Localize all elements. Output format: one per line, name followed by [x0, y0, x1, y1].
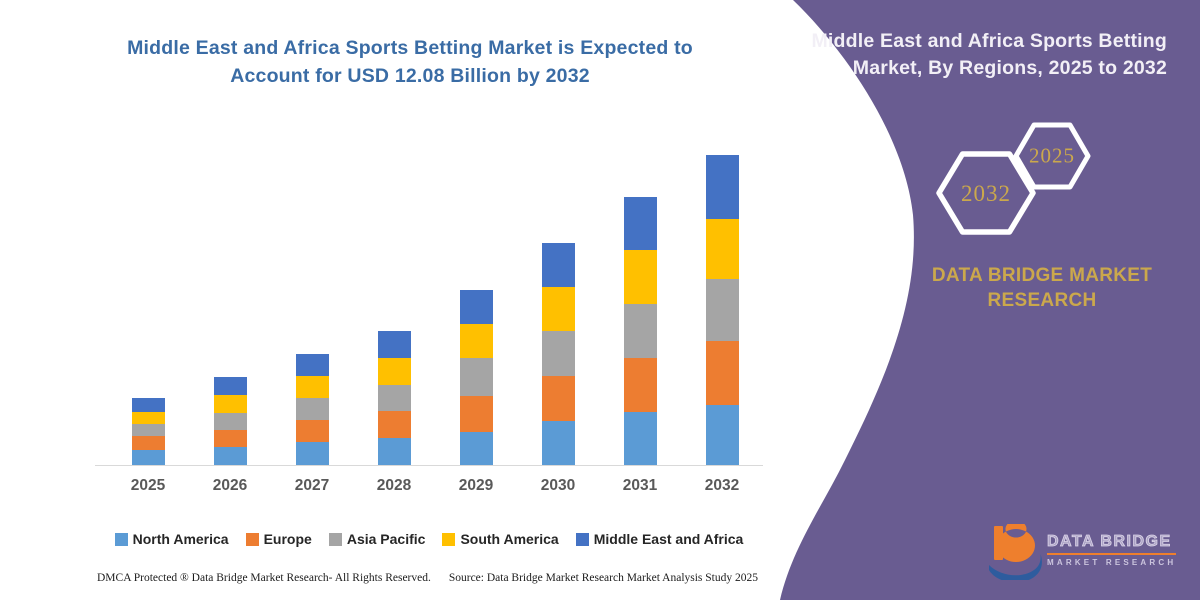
- x-tick-2031: 2031: [622, 477, 658, 494]
- bar-segment-middle-east-and-africa-2032: [705, 155, 739, 220]
- legend-label-middle-east-and-africa: Middle East and Africa: [593, 531, 744, 547]
- x-tick-2032: 2032: [704, 477, 740, 494]
- legend-swatch-middle-east-and-africa: [575, 532, 589, 546]
- bar-segment-europe-2026: [213, 429, 247, 447]
- bar-segment-south-america-2026: [213, 395, 247, 413]
- bar-segment-asia-pacific-2029: [459, 358, 493, 397]
- x-tick-2030: 2030: [540, 477, 576, 494]
- bar-segment-north-america-2028: [377, 438, 411, 465]
- bar-segment-south-america-2027: [295, 375, 329, 399]
- bar-segment-middle-east-and-africa-2029: [459, 289, 493, 324]
- dmca-note: DMCA Protected ® Data Bridge Market Rese…: [97, 572, 431, 584]
- bar-segment-middle-east-and-africa-2030: [541, 243, 575, 288]
- bar-segment-north-america-2025: [131, 450, 165, 465]
- x-tick-2027: 2027: [294, 477, 330, 494]
- legend-swatch-north-america: [114, 532, 128, 546]
- bar-segment-south-america-2025: [131, 411, 165, 424]
- legend-label-europe: Europe: [263, 531, 312, 547]
- legend-item-south-america: South America: [442, 531, 559, 547]
- bar-2031: [623, 197, 657, 465]
- brand-line1: DATA BRIDGE MARKET: [931, 265, 1153, 286]
- bar-segment-middle-east-and-africa-2025: [131, 397, 165, 412]
- bar-segment-south-america-2031: [623, 250, 657, 304]
- logo-subtitle: MARKET RESEARCH: [1047, 558, 1177, 567]
- logo-name: DATA BRIDGE: [1047, 533, 1172, 551]
- legend-label-asia-pacific: Asia Pacific: [346, 531, 426, 547]
- source-note: Source: Data Bridge Market Research Mark…: [448, 572, 758, 584]
- bar-segment-asia-pacific-2025: [131, 423, 165, 437]
- x-tick-2028: 2028: [376, 477, 412, 494]
- logo-underline: [1047, 553, 1177, 555]
- bar-segment-europe-2030: [541, 376, 575, 421]
- bar-segment-asia-pacific-2028: [377, 384, 411, 412]
- purple-panel-shape: [780, 0, 1200, 600]
- legend-label-south-america: South America: [460, 531, 559, 547]
- bar-chart: [95, 140, 763, 466]
- hexagon-year-2025: 2025: [1029, 143, 1075, 168]
- legend-swatch-asia-pacific: [328, 532, 342, 546]
- bar-segment-asia-pacific-2026: [213, 412, 247, 430]
- x-tick-2025: 2025: [130, 477, 166, 494]
- legend-swatch-south-america: [442, 532, 456, 546]
- chart-title: Middle East and Africa Sports Betting Ma…: [60, 34, 760, 90]
- bar-segment-europe-2025: [131, 436, 165, 451]
- bar-segment-europe-2028: [377, 411, 411, 439]
- legend-item-europe: Europe: [245, 531, 312, 547]
- bar-segment-europe-2029: [459, 396, 493, 432]
- bar-segment-north-america-2030: [541, 420, 575, 465]
- legend-item-north-america: North America: [114, 531, 229, 547]
- bar-segment-europe-2031: [623, 357, 657, 412]
- brand-line2: RESEARCH: [987, 290, 1097, 311]
- legend-item-asia-pacific: Asia Pacific: [328, 531, 426, 547]
- bar-segment-asia-pacific-2027: [295, 398, 329, 421]
- x-tick-2026: 2026: [212, 477, 248, 494]
- x-tick-2029: 2029: [458, 477, 494, 494]
- bar-segment-north-america-2031: [623, 411, 657, 465]
- legend-item-middle-east-and-africa: Middle East and Africa: [575, 531, 744, 547]
- hexagon-year-2032: 2032: [961, 181, 1011, 206]
- purple-panel: [780, 0, 1200, 600]
- chart-legend: North America Europe Asia Pacific South Ame…: [95, 531, 763, 547]
- bar-2029: [459, 289, 493, 465]
- bar-2032: [705, 155, 739, 465]
- hexagon-2025-icon: [1013, 122, 1091, 190]
- chart-footer: DMCA Protected ® Data Bridge Market Rese…: [97, 572, 758, 584]
- panel-title-line1: Middle East and Africa Sports Betting: [811, 30, 1167, 52]
- chart-title-line1: Middle East and Africa Sports Betting Ma…: [127, 37, 693, 59]
- x-axis-labels: 2025 2026 2027 2028 2029 2030 2031 2032: [95, 477, 763, 499]
- bar-segment-north-america-2027: [295, 442, 329, 465]
- databridge-logo: DATA BRIDGE MARKET RESEARCH: [988, 524, 1177, 580]
- bar-2026: [213, 377, 247, 465]
- bar-segment-middle-east-and-africa-2028: [377, 331, 411, 358]
- bar-2025: [131, 397, 165, 465]
- bar-segment-north-america-2032: [705, 405, 739, 465]
- panel-title: Middle East and Africa Sports Betting Mar…: [767, 28, 1167, 82]
- legend-label-north-america: North America: [132, 531, 229, 547]
- bar-segment-south-america-2029: [459, 323, 493, 359]
- chart-title-line2: Account for USD 12.08 Billion by 2032: [230, 65, 590, 87]
- bar-segment-europe-2032: [705, 341, 739, 405]
- brand-wordmark: DATA BRIDGE MARKET RESEARCH: [892, 263, 1192, 313]
- bar-segment-asia-pacific-2031: [623, 303, 657, 358]
- bar-2027: [295, 353, 329, 465]
- bar-segment-middle-east-and-africa-2027: [295, 353, 329, 376]
- bar-segment-europe-2027: [295, 420, 329, 443]
- bar-segment-south-america-2032: [705, 219, 739, 280]
- bar-segment-middle-east-and-africa-2031: [623, 197, 657, 251]
- bar-segment-middle-east-and-africa-2026: [213, 377, 247, 396]
- bar-segment-south-america-2028: [377, 357, 411, 385]
- logo-text: DATA BRIDGE MARKET RESEARCH: [1047, 524, 1177, 580]
- legend-swatch-europe: [245, 532, 259, 546]
- bar-segment-north-america-2026: [213, 447, 247, 465]
- bar-2030: [541, 243, 575, 465]
- bar-segment-north-america-2029: [459, 431, 493, 465]
- panel-title-line2: Market, By Regions, 2025 to 2032: [852, 57, 1167, 79]
- hexagon-2032-icon: [936, 151, 1036, 235]
- databridge-logo-icon: [989, 524, 1042, 580]
- bar-segment-south-america-2030: [541, 287, 575, 332]
- bar-2028: [377, 331, 411, 465]
- bar-segment-asia-pacific-2032: [705, 279, 739, 342]
- bar-segment-asia-pacific-2030: [541, 331, 575, 377]
